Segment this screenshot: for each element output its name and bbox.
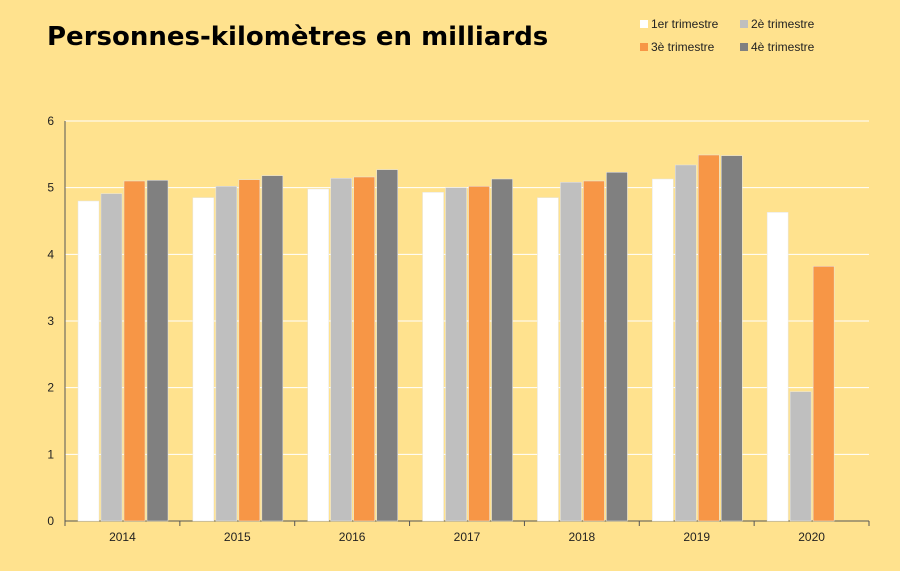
x-tick-label: 2016 — [339, 530, 366, 544]
bar — [422, 192, 444, 522]
x-tick-label: 2017 — [454, 530, 481, 544]
bar — [376, 169, 398, 522]
bar — [238, 179, 261, 522]
bar — [721, 155, 743, 522]
x-tick-label: 2019 — [683, 530, 710, 544]
bar — [192, 197, 215, 522]
y-tick-label: 1 — [47, 447, 54, 461]
grid-lines — [65, 120, 869, 455]
y-tick-label: 5 — [47, 181, 54, 195]
x-tick-label: 2015 — [224, 530, 251, 544]
chart-title: Personnes-kilomètres en milliards — [47, 22, 548, 52]
y-tick-label: 3 — [47, 314, 54, 328]
bar — [675, 164, 697, 522]
bar — [560, 182, 582, 522]
y-tick-label: 6 — [47, 114, 54, 128]
legend: 1er trimestre 2è trimestre 3è trimestre 4è … — [640, 17, 815, 54]
bar — [583, 180, 605, 522]
bar — [330, 178, 352, 522]
legend-label: 4è trimestre — [751, 40, 815, 54]
bar — [146, 180, 169, 522]
bar — [606, 172, 628, 522]
legend-swatch — [740, 20, 748, 28]
axes — [64, 121, 870, 526]
y-tick-label: 0 — [47, 514, 54, 528]
bar — [353, 176, 375, 522]
bar — [537, 197, 559, 522]
x-tick-labels: 2014 2015 2016 2017 2018 2019 2020 — [109, 530, 825, 544]
bar — [491, 178, 513, 522]
x-tick-label: 2018 — [569, 530, 596, 544]
legend-label: 1er trimestre — [651, 17, 719, 31]
legend-label: 3è trimestre — [651, 40, 715, 54]
y-tick-label: 4 — [47, 247, 54, 261]
bar — [123, 180, 146, 522]
bar — [652, 178, 674, 522]
legend-label: 2è trimestre — [751, 17, 815, 31]
y-tick-labels: 0 1 2 3 4 5 6 — [47, 114, 54, 528]
bar — [307, 188, 329, 522]
bar — [468, 186, 490, 522]
bars — [77, 154, 835, 522]
bar — [261, 175, 284, 522]
bar — [812, 266, 835, 522]
bar — [100, 193, 123, 522]
legend-swatch — [640, 43, 648, 51]
bar — [445, 187, 467, 522]
bar — [215, 186, 238, 522]
bar — [77, 200, 100, 522]
legend-swatch — [740, 43, 748, 51]
bar — [766, 212, 789, 522]
y-tick-label: 2 — [47, 381, 54, 395]
x-tick-label: 2020 — [798, 530, 825, 544]
bar — [789, 391, 812, 522]
legend-swatch — [640, 20, 648, 28]
x-tick-label: 2014 — [109, 530, 136, 544]
bar — [698, 154, 720, 522]
